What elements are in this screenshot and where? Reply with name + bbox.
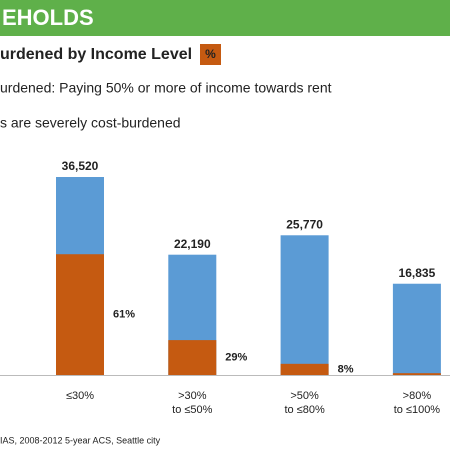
badge (200, 44, 221, 65)
header: EHOLDS (2, 5, 94, 30)
x-tick-label: >30% (178, 390, 207, 402)
bar (392, 283, 441, 375)
share-bar (280, 363, 329, 375)
share-bar (392, 373, 441, 375)
chart-title: urdened by Income Level (0, 46, 192, 63)
x-tick-label: ≤30% (66, 390, 94, 402)
x-tick-label: >80% (403, 390, 432, 402)
note: s are severely cost-burdened (0, 115, 181, 131)
x-tick-label: to ≤50% (172, 404, 213, 416)
badge-text: % (205, 47, 216, 61)
value-label: 25,770 (286, 217, 323, 231)
share-bar (56, 254, 104, 375)
subtitle: urdened: Paying 50% or more of income to… (0, 80, 332, 96)
value-label: 16,835 (399, 266, 436, 280)
value-label: 22,190 (174, 237, 211, 251)
x-tick-label: to ≤100% (394, 404, 441, 416)
share-bar (168, 340, 217, 375)
x-tick-label: >50% (290, 390, 319, 402)
value-label: 36,520 (62, 159, 99, 173)
header-banner (0, 0, 450, 36)
x-tick-label: to ≤80% (284, 404, 325, 416)
share-label: 8% (338, 363, 354, 375)
share-label: 61% (113, 309, 135, 321)
bar (280, 235, 329, 375)
share-label: 29% (225, 351, 247, 363)
source: IAS, 2008-2012 5-year ACS, Seattle city (0, 435, 161, 445)
